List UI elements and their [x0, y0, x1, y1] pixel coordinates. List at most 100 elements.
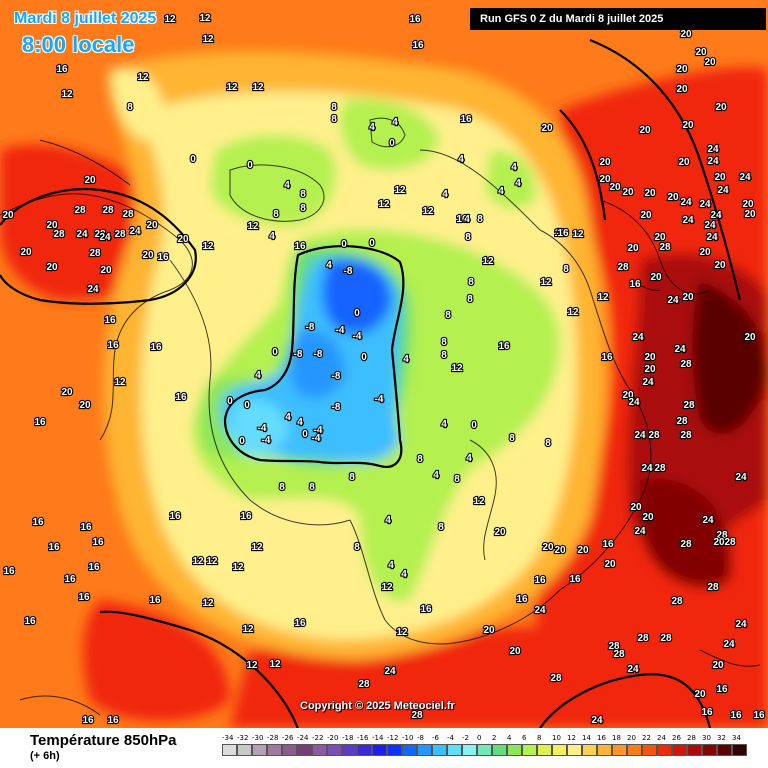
- isotherm-value-label: 20: [650, 272, 662, 283]
- isotherm-value-label: 0: [341, 239, 347, 250]
- isotherm-value-label: 8: [509, 433, 515, 444]
- isotherm-value-label: 12: [473, 496, 485, 507]
- isotherm-value-label: 28: [671, 596, 683, 607]
- isotherm-value-label: 28: [724, 537, 736, 548]
- legend-tick-label: 34: [732, 734, 741, 742]
- isotherm-value-label: 8: [417, 454, 423, 465]
- isotherm-value-label: 12: [114, 377, 126, 388]
- isotherm-value-label: 24: [735, 619, 747, 630]
- isotherm-value-label: 8: [331, 114, 337, 125]
- isotherm-value-label: 20: [744, 332, 756, 343]
- isotherm-value-label: 20: [680, 29, 692, 40]
- isotherm-value-label: 20: [678, 157, 690, 168]
- isotherm-value-label: 20: [46, 262, 58, 273]
- isotherm-value-label: 12: [202, 241, 214, 252]
- isotherm-value-label: 12: [202, 34, 214, 45]
- isotherm-value-label: 24: [641, 463, 653, 474]
- legend-tick-label: 0: [477, 734, 482, 742]
- isotherm-value-label: 16: [48, 542, 60, 553]
- isotherm-value-label: 4: [284, 180, 290, 191]
- isotherm-value-label: 28: [707, 582, 719, 593]
- isotherm-value-label: 16: [3, 566, 15, 577]
- isotherm-value-label: 24: [707, 144, 719, 155]
- isotherm-value-label: 8: [309, 482, 315, 493]
- isotherm-value-label: 4: [388, 560, 394, 571]
- isotherm-value-label: 16: [107, 340, 119, 351]
- legend-color-swatch: [357, 744, 372, 756]
- isotherm-value-label: 16: [516, 594, 528, 605]
- legend-color-swatch: [537, 744, 552, 756]
- isotherm-value-label: -8: [332, 371, 341, 382]
- isotherm-value-label: 16: [32, 517, 44, 528]
- isotherm-value-label: 28: [680, 359, 692, 370]
- isotherm-value-label: 4: [403, 354, 409, 365]
- isotherm-value-label: 12: [252, 82, 264, 93]
- legend-tick-label: 28: [687, 734, 696, 742]
- isotherm-value-label: 12: [540, 277, 552, 288]
- isotherm-value-label: 24: [699, 199, 711, 210]
- isotherm-value-label: 20: [744, 209, 756, 220]
- isotherm-value-label: 20: [667, 192, 679, 203]
- isotherm-value-label: 12: [202, 598, 214, 609]
- isotherm-value-label: 24: [642, 377, 654, 388]
- isotherm-value-label: 28: [660, 633, 672, 644]
- isotherm-value-label: 20: [142, 250, 154, 261]
- isotherm-value-label: 4: [392, 117, 398, 128]
- isotherm-value-label: 4: [369, 122, 375, 133]
- isotherm-value-label: 24: [680, 197, 692, 208]
- legend-color-swatch: [267, 744, 282, 756]
- isotherm-value-label: 28: [680, 539, 692, 550]
- isotherm-value-label: -8: [306, 322, 315, 333]
- isotherm-value-label: 20: [84, 175, 96, 186]
- isotherm-value-label: 16: [460, 114, 472, 125]
- legend-color-swatch: [702, 744, 717, 756]
- isotherm-value-label: 20: [599, 157, 611, 168]
- isotherm-value-label: 0: [361, 352, 367, 363]
- isotherm-value-label: 16: [157, 252, 169, 263]
- isotherm-value-label: 28: [648, 430, 660, 441]
- isotherm-value-label: 20: [177, 234, 189, 245]
- isotherm-value-label: 24: [674, 344, 686, 355]
- isotherm-value-label: 12: [226, 82, 238, 93]
- legend-color-swatch: [657, 744, 672, 756]
- run-info-box: Run GFS 0 Z du Mardi 8 juillet 2025: [470, 8, 766, 30]
- isotherm-value-label: 4: [269, 231, 275, 242]
- legend-color-swatch: [507, 744, 522, 756]
- legend-color-swatch: [417, 744, 432, 756]
- isotherm-value-label: 0: [244, 400, 250, 411]
- legend-color-swatch: [447, 744, 462, 756]
- isotherm-value-label: 8: [331, 102, 337, 113]
- isotherm-value-label: 4: [326, 260, 332, 271]
- isotherm-value-label: 8: [273, 209, 279, 220]
- isotherm-value-label: 20: [644, 188, 656, 199]
- isotherm-value-label: 16: [88, 562, 100, 573]
- isotherm-value-label: 8: [127, 102, 133, 113]
- isotherm-value-label: 8: [563, 264, 569, 275]
- legend-color-swatch: [477, 744, 492, 756]
- isotherm-value-label: 20: [46, 220, 58, 231]
- isotherm-value-label: 20: [714, 172, 726, 183]
- isotherm-value-label: 20: [494, 527, 506, 538]
- isotherm-value-label: 16: [753, 710, 765, 721]
- isotherm-value-label: 24: [632, 332, 644, 343]
- isotherm-value-label: 20: [644, 352, 656, 363]
- legend-tick-label: -14: [372, 734, 384, 742]
- isotherm-value-label: 20: [604, 559, 616, 570]
- isotherm-value-label: 12: [381, 582, 393, 593]
- isotherm-value-label: 28: [114, 229, 126, 240]
- isotherm-value-label: 0: [471, 420, 477, 431]
- time-line: 8:00 locale: [22, 32, 135, 57]
- isotherm-value-label: 8: [468, 277, 474, 288]
- isotherm-value-label: 24: [634, 430, 646, 441]
- isotherm-value-label: 16: [294, 241, 306, 252]
- isotherm-value-label: 24: [682, 215, 694, 226]
- isotherm-value-label: 8: [545, 438, 551, 449]
- isotherm-value-label: 20: [542, 542, 554, 553]
- isotherm-value-label: -4: [353, 331, 362, 342]
- isotherm-value-label: 16: [150, 342, 162, 353]
- isotherm-value-label: 20: [694, 689, 706, 700]
- isotherm-value-label: 16: [92, 537, 104, 548]
- isotherm-value-label: 24: [591, 715, 603, 726]
- isotherm-value-label: 12: [394, 185, 406, 196]
